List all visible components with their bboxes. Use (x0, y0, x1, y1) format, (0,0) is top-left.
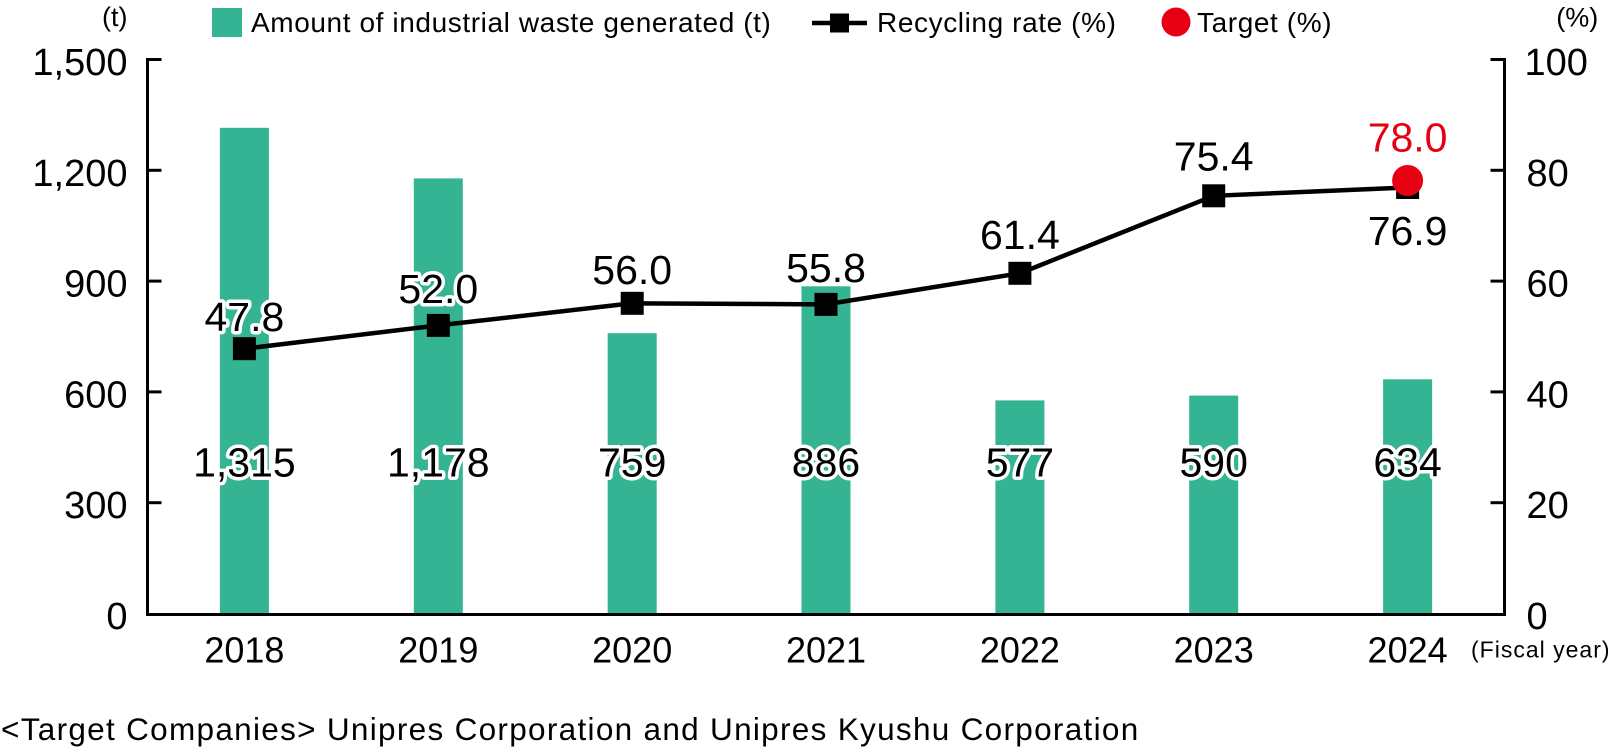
svg-text:47.8: 47.8 (204, 294, 284, 340)
svg-text:56.0: 56.0 (592, 247, 672, 293)
svg-text:80: 80 (1527, 153, 1569, 195)
svg-text:900: 900 (64, 264, 127, 306)
svg-text:634: 634 (1373, 440, 1441, 486)
svg-text:Target (%): Target (%) (1197, 7, 1332, 38)
svg-text:1,500: 1,500 (32, 42, 127, 84)
svg-text:577: 577 (986, 440, 1054, 486)
svg-text:55.8: 55.8 (786, 245, 866, 291)
svg-text:886: 886 (792, 440, 860, 486)
svg-text:1,315: 1,315 (193, 440, 296, 486)
svg-text:Recycling rate (%): Recycling rate (%) (877, 7, 1117, 38)
svg-text:759: 759 (598, 440, 666, 486)
svg-text:300: 300 (64, 485, 127, 527)
svg-text:2023: 2023 (1174, 630, 1254, 671)
svg-text:(t): (t) (102, 2, 127, 32)
svg-text:1,178: 1,178 (387, 440, 490, 486)
svg-text:(Fiscal year): (Fiscal year) (1471, 637, 1608, 663)
svg-text:(%): (%) (1556, 3, 1598, 33)
svg-text:60: 60 (1527, 264, 1569, 306)
svg-text:100: 100 (1525, 42, 1588, 84)
svg-text:2019: 2019 (398, 630, 478, 671)
svg-text:2022: 2022 (980, 630, 1060, 671)
svg-text:2020: 2020 (592, 630, 672, 671)
svg-text:76.9: 76.9 (1368, 208, 1448, 254)
svg-text:75.4: 75.4 (1174, 134, 1254, 180)
svg-text:2018: 2018 (204, 630, 284, 671)
svg-text:2024: 2024 (1368, 630, 1448, 671)
svg-text:61.4: 61.4 (980, 212, 1060, 258)
svg-text:600: 600 (64, 374, 127, 416)
svg-text:590: 590 (1179, 440, 1247, 486)
svg-text:20: 20 (1527, 485, 1569, 527)
svg-text:2021: 2021 (786, 630, 866, 671)
svg-text:1,200: 1,200 (32, 153, 127, 195)
svg-text:0: 0 (106, 596, 127, 638)
svg-text:0: 0 (1527, 596, 1548, 638)
svg-text:52.0: 52.0 (398, 266, 478, 312)
svg-text:40: 40 (1527, 374, 1569, 416)
svg-text:78.0: 78.0 (1368, 115, 1448, 161)
svg-text:Amount of industrial waste gen: Amount of industrial waste generated (t) (251, 7, 771, 38)
svg-text:<Target Companies> Unipres Cor: <Target Companies> Unipres Corporation a… (1, 711, 1140, 747)
